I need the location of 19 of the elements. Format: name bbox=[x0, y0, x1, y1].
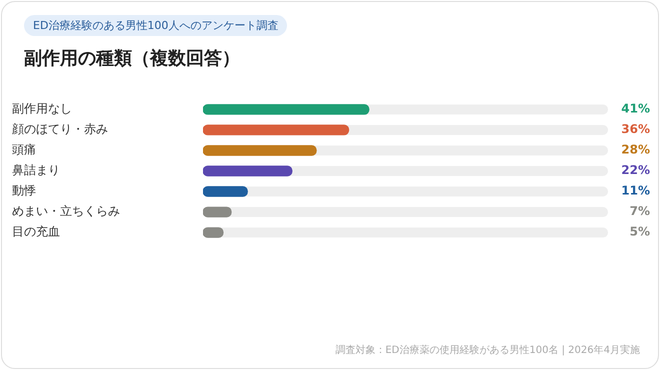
chart-title: 副作用の種類（複数回答） bbox=[24, 47, 240, 70]
data-label: 7% bbox=[630, 204, 650, 218]
y-tick-label: 顔のほてり・赤み bbox=[12, 122, 108, 136]
y-tick-label: 頭痛 bbox=[12, 142, 36, 157]
chart-subtitle: ED治療経験のある男性100人へのアンケート調査 bbox=[24, 15, 288, 36]
data-label: 11% bbox=[621, 184, 650, 198]
data-label: 36% bbox=[621, 122, 650, 136]
y-tick-label: 目の充血 bbox=[12, 224, 60, 239]
data-label: 22% bbox=[621, 163, 650, 178]
y-tick-label: めまい・立ちくらみ bbox=[12, 204, 120, 218]
y-tick-label: 副作用なし bbox=[12, 102, 72, 116]
y-tick-label: 鼻詰まり bbox=[12, 163, 60, 178]
y-tick-label: 動悸 bbox=[12, 184, 36, 198]
data-label: 28% bbox=[621, 142, 650, 157]
text: 調査対象：ED治療薬の使用経験がある男性100名 | 2026年4月実施 bbox=[335, 344, 640, 357]
data-label: 5% bbox=[630, 224, 650, 239]
bar bbox=[203, 166, 292, 176]
bar bbox=[203, 186, 248, 197]
data-label: 41% bbox=[621, 102, 650, 116]
